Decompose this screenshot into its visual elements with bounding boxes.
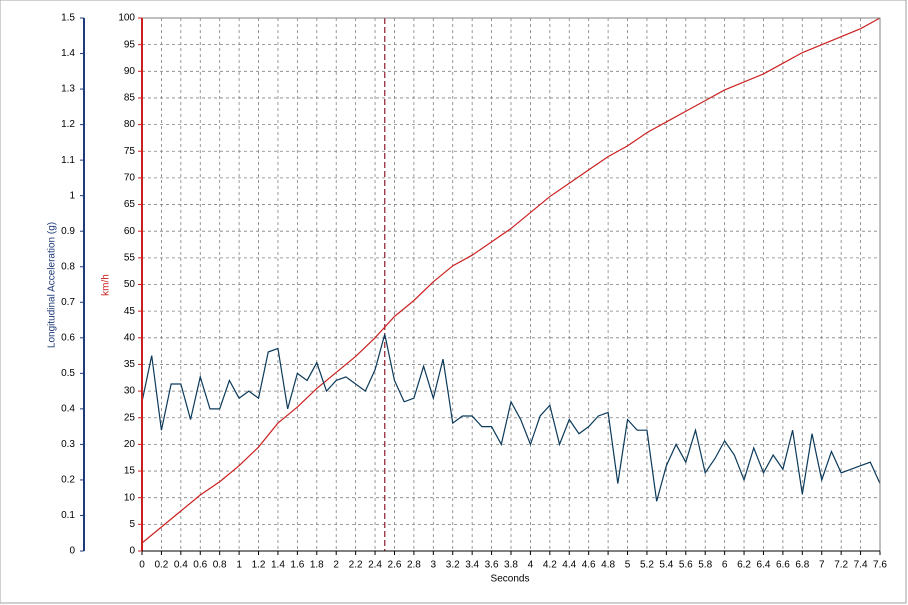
x-tick-label: 4.4	[562, 560, 576, 571]
y2-tick-label: 30	[124, 386, 136, 397]
x-tick-label: 6.2	[737, 560, 751, 571]
y-tick-label: 1	[69, 190, 75, 201]
y2-tick-label: 65	[124, 199, 136, 210]
plot	[141, 17, 881, 551]
x-tick-label: 2	[333, 560, 339, 571]
x-tick-label: 5	[625, 560, 631, 571]
y-tick-label: 0.6	[61, 332, 75, 343]
y2-tick-label: 10	[124, 492, 136, 503]
y-tick-label: 0.2	[61, 475, 75, 486]
x-tick-label: 1.4	[271, 560, 285, 571]
y2-tick-label: 85	[124, 93, 136, 104]
y-tick-label: 0.1	[61, 510, 75, 521]
y2-tick-label: 60	[124, 226, 136, 237]
y-tick-label: 0.7	[61, 297, 75, 308]
x-tick-label: 0.4	[174, 560, 188, 571]
y2-tick-label: 50	[124, 279, 136, 290]
x-tick-label: 2.6	[388, 560, 402, 571]
y2-tick-label: 55	[124, 252, 136, 263]
y2-tick-label: 95	[124, 39, 136, 50]
y-tick-label: 0.5	[61, 368, 75, 379]
x-tick-label: 6	[722, 560, 728, 571]
y2-tick-label: 100	[118, 13, 135, 24]
x-tick-label: 0.2	[154, 560, 168, 571]
x-tick-label: 3	[431, 560, 437, 571]
x-axis-title: Seconds	[491, 574, 530, 585]
y-tick-label: 1.4	[61, 48, 75, 59]
y-tick-label: 0.8	[61, 261, 75, 272]
y2-tick-label: 75	[124, 146, 136, 157]
x-tick-label: 0.8	[213, 560, 227, 571]
x-tick-label: 1	[236, 560, 242, 571]
y-tick-label: 0.4	[61, 404, 75, 415]
x-tick-label: 5.6	[679, 560, 693, 571]
y2-tick-label: 90	[124, 66, 136, 77]
x-tick-label: 7	[819, 560, 825, 571]
x-tick-label: 6.8	[795, 560, 809, 571]
x-tick-label: 3.2	[446, 560, 460, 571]
x-tick-label: 2.4	[368, 560, 382, 571]
y-tick-label: 1.1	[61, 155, 75, 166]
y2-tick-label: 20	[124, 439, 136, 450]
y2-tick-label: 40	[124, 332, 136, 343]
x-tick-label: 6.4	[757, 560, 771, 571]
x-tick-label: 0	[139, 560, 145, 571]
x-tick-label: 3.8	[504, 560, 518, 571]
y-tick-label: 1.3	[61, 84, 75, 95]
y-tick-label: 1.2	[61, 119, 75, 130]
x-tick-label: 4.8	[601, 560, 615, 571]
x-tick-label: 5.2	[640, 560, 654, 571]
y-tick-label: 1.5	[61, 13, 75, 24]
y-tick-label: 0.9	[61, 226, 75, 237]
x-tick-label: 7.2	[834, 560, 848, 571]
x-tick-label: 2.2	[349, 560, 363, 571]
series-line	[141, 17, 881, 544]
y2-tick-label: 45	[124, 306, 136, 317]
y-axis-title: Longitudinal Acceleration (g)	[47, 222, 58, 348]
x-tick-label: 1.8	[310, 560, 324, 571]
y-tick-label: 0	[69, 546, 75, 557]
y2-tick-label: 80	[124, 119, 136, 130]
y-tick-label: 0.3	[61, 439, 75, 450]
x-tick-label: 5.4	[659, 560, 673, 571]
x-tick-label: 7.6	[873, 560, 887, 571]
x-tick-label: 2.8	[407, 560, 421, 571]
x-tick-label: 4.2	[543, 560, 557, 571]
y2-tick-label: 5	[129, 519, 135, 530]
y2-tick-label: 35	[124, 359, 136, 370]
x-tick-label: 1.6	[290, 560, 304, 571]
x-tick-label: 3.4	[465, 560, 479, 571]
x-tick-label: 4.6	[582, 560, 596, 571]
y2-axis-title: km/h	[101, 274, 112, 296]
x-tick-label: 4	[528, 560, 534, 571]
x-tick-label: 1.2	[252, 560, 266, 571]
y2-tick-label: 15	[124, 466, 136, 477]
x-tick-label: 5.8	[698, 560, 712, 571]
x-tick-label: 3.6	[485, 560, 499, 571]
x-tick-label: 7.4	[854, 560, 868, 571]
y2-tick-label: 70	[124, 173, 136, 184]
x-tick-label: 0.6	[193, 560, 207, 571]
series-line	[141, 334, 881, 502]
y2-tick-label: 25	[124, 412, 136, 423]
x-tick-label: 6.6	[776, 560, 790, 571]
y2-tick-label: 0	[129, 546, 135, 557]
